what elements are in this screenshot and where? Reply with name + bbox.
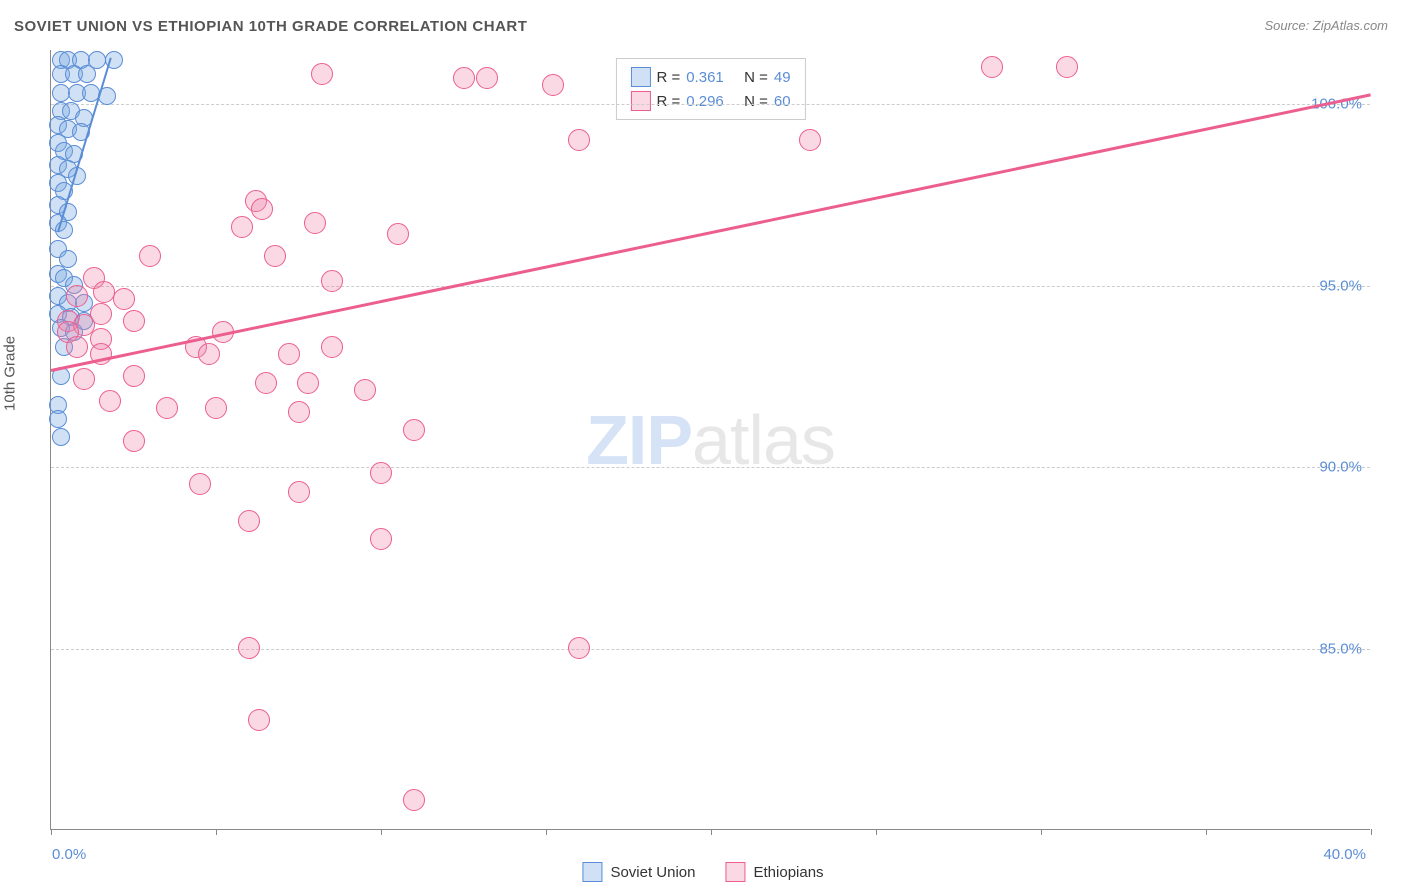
data-point [52, 84, 70, 102]
data-point [288, 401, 310, 423]
data-point [1056, 56, 1078, 78]
scatter-plot: ZIPatlas R = 0.361 N = 49 R = 0.296 N = … [50, 50, 1370, 830]
data-point [387, 223, 409, 245]
data-point [123, 310, 145, 332]
y-tick-label: 90.0% [1319, 459, 1362, 476]
x-tick [216, 829, 217, 835]
data-point [189, 473, 211, 495]
data-point [66, 336, 88, 358]
x-tick [1041, 829, 1042, 835]
legend-row-ethiopian: R = 0.296 N = 60 [630, 89, 790, 113]
series-legend: Soviet Union Ethiopians [582, 862, 823, 882]
gridline [51, 467, 1370, 468]
data-point [205, 397, 227, 419]
data-point [99, 390, 121, 412]
data-point [403, 419, 425, 441]
data-point [354, 379, 376, 401]
data-point [93, 281, 115, 303]
legend-swatch-ethiopian-2 [726, 862, 746, 882]
x-tick [546, 829, 547, 835]
data-point [49, 410, 67, 428]
n-value-ethiopian: 60 [774, 93, 791, 110]
data-point [568, 637, 590, 659]
legend-row-soviet: R = 0.361 N = 49 [630, 65, 790, 89]
data-point [321, 270, 343, 292]
data-point [453, 67, 475, 89]
x-tick-label-max: 40.0% [1323, 846, 1366, 863]
data-point [52, 428, 70, 446]
data-point [264, 245, 286, 267]
legend-swatch-soviet-2 [582, 862, 602, 882]
data-point [321, 336, 343, 358]
data-point [66, 285, 88, 307]
data-point [568, 129, 590, 151]
x-tick [381, 829, 382, 835]
legend-item-ethiopian: Ethiopians [726, 862, 824, 882]
gridline [51, 286, 1370, 287]
data-point [156, 397, 178, 419]
data-point [255, 372, 277, 394]
data-point [248, 709, 270, 731]
gridline [51, 104, 1370, 105]
data-point [476, 67, 498, 89]
data-point [251, 198, 273, 220]
data-point [311, 63, 333, 85]
data-point [542, 74, 564, 96]
chart-title: SOVIET UNION VS ETHIOPIAN 10TH GRADE COR… [14, 18, 527, 35]
x-tick-label-min: 0.0% [52, 846, 86, 863]
data-point [297, 372, 319, 394]
data-point [238, 637, 260, 659]
data-point [278, 343, 300, 365]
y-axis-label: 10th Grade [2, 336, 19, 411]
r-value-ethiopian: 0.296 [686, 93, 724, 110]
r-label: R = [656, 69, 680, 86]
data-point [403, 789, 425, 811]
r-label: R = [656, 93, 680, 110]
data-point [73, 368, 95, 390]
legend-swatch-ethiopian [630, 91, 650, 111]
x-tick [876, 829, 877, 835]
data-point [113, 288, 135, 310]
data-point [123, 430, 145, 452]
legend-swatch-soviet [630, 67, 650, 87]
data-point [370, 462, 392, 484]
data-point [139, 245, 161, 267]
x-tick [51, 829, 52, 835]
data-point [981, 56, 1003, 78]
data-point [123, 365, 145, 387]
data-point [198, 343, 220, 365]
n-label: N = [744, 93, 768, 110]
data-point [799, 129, 821, 151]
legend-item-soviet: Soviet Union [582, 862, 695, 882]
data-point [238, 510, 260, 532]
legend-label-soviet: Soviet Union [610, 864, 695, 881]
data-point [231, 216, 253, 238]
legend-label-ethiopian: Ethiopians [754, 864, 824, 881]
source-label: Source: ZipAtlas.com [1264, 18, 1388, 33]
x-tick [1206, 829, 1207, 835]
data-point [370, 528, 392, 550]
data-point [304, 212, 326, 234]
y-tick-label: 85.0% [1319, 640, 1362, 657]
correlation-legend: R = 0.361 N = 49 R = 0.296 N = 60 [615, 58, 805, 120]
n-label: N = [744, 69, 768, 86]
data-point [288, 481, 310, 503]
y-tick-label: 95.0% [1319, 277, 1362, 294]
n-value-soviet: 49 [774, 69, 791, 86]
x-tick [711, 829, 712, 835]
x-tick [1371, 829, 1372, 835]
r-value-soviet: 0.361 [686, 69, 724, 86]
data-point [78, 65, 96, 83]
